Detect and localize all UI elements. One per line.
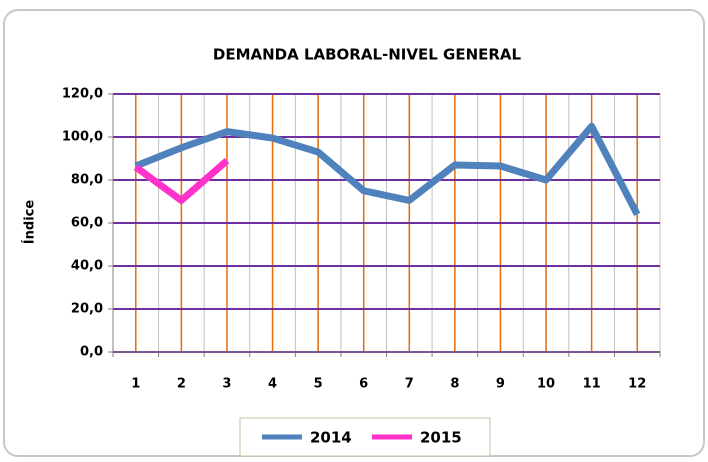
y-tick-label: 120,0 [62, 87, 103, 102]
x-tick-label: 8 [450, 377, 459, 392]
legend-label: 2014 [310, 429, 352, 447]
x-tick-label: 11 [583, 377, 601, 392]
x-tick-label: 4 [268, 377, 277, 392]
y-tick-label: 60,0 [71, 216, 103, 231]
x-tick-label: 10 [537, 377, 555, 392]
series-line [133, 158, 230, 204]
x-tick-label: 6 [359, 377, 368, 392]
legend-label: 2015 [420, 429, 462, 447]
chart-title: DEMANDA LABORAL-NIVEL GENERAL [213, 46, 522, 64]
y-tick-label: 0,0 [80, 345, 103, 360]
y-tick-label: 100,0 [62, 130, 103, 145]
x-tick-label: 5 [314, 377, 323, 392]
x-tick-label: 12 [628, 377, 646, 392]
x-tick-label: 3 [222, 377, 231, 392]
y-tick-label: 20,0 [71, 302, 103, 317]
x-tick-label: 7 [405, 377, 414, 392]
x-tick-label: 1 [131, 377, 140, 392]
y-axis-label: Índice [22, 200, 38, 245]
x-tick-label: 2 [177, 377, 186, 392]
y-tick-label: 80,0 [71, 173, 103, 188]
y-tick-label: 40,0 [71, 259, 103, 274]
series-line [134, 122, 641, 217]
x-tick-label: 9 [496, 377, 505, 392]
